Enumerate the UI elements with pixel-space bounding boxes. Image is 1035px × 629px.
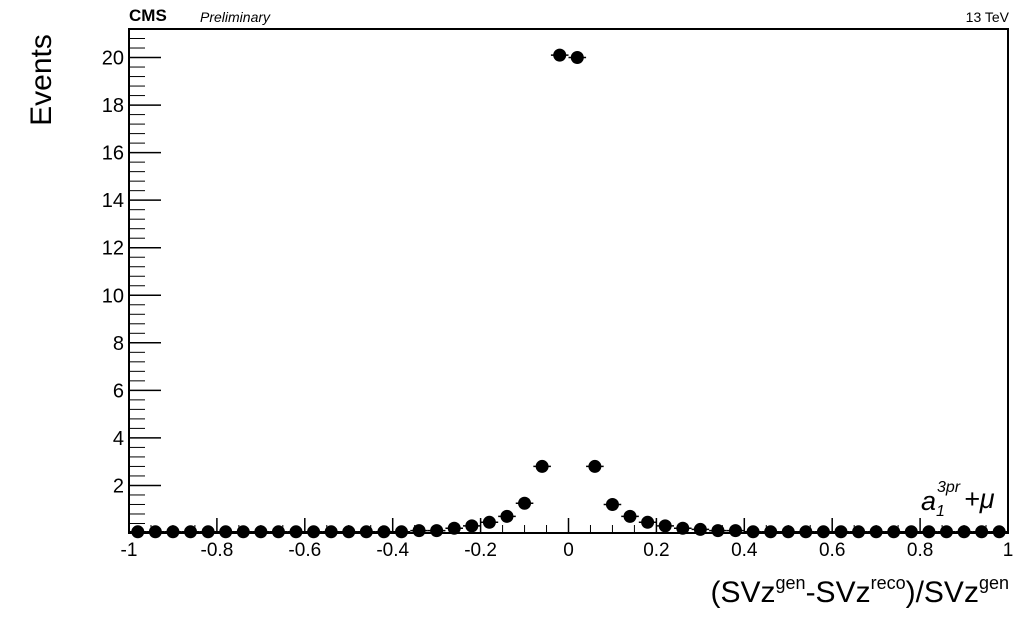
plot-frame bbox=[128, 28, 1009, 534]
data-point bbox=[518, 496, 532, 510]
data-point bbox=[570, 51, 584, 65]
x-tick-label: 0.8 bbox=[907, 540, 933, 561]
x-tick-label: 0.2 bbox=[643, 540, 669, 561]
x-axis-title-part: (SVz bbox=[711, 576, 776, 609]
data-point bbox=[887, 525, 901, 539]
x-tick-label: -0.2 bbox=[464, 540, 497, 561]
data-point bbox=[324, 525, 338, 539]
axis-ticks: -1 -0.8 -0.6 -0.4 -0.2 0 0.2 0.4 0.6 0.8 124681012… bbox=[102, 38, 1014, 561]
y-tick-label: 20 bbox=[102, 48, 124, 70]
data-point bbox=[394, 525, 408, 539]
data-point bbox=[729, 524, 743, 538]
data-point bbox=[588, 459, 602, 473]
data-point bbox=[430, 524, 444, 538]
data-point bbox=[623, 509, 637, 523]
data-point bbox=[922, 525, 936, 539]
data-point bbox=[834, 525, 848, 539]
x-tick-label: 0.4 bbox=[731, 540, 758, 561]
energy-label: 13 TeV bbox=[966, 9, 1010, 25]
data-point bbox=[166, 525, 180, 539]
data-point bbox=[799, 525, 813, 539]
y-tick-label: 14 bbox=[102, 190, 124, 212]
data-point bbox=[957, 525, 971, 539]
data-point bbox=[342, 525, 356, 539]
y-axis-title: Events bbox=[25, 34, 58, 126]
x-tick-label: -0.4 bbox=[376, 540, 409, 561]
data-point bbox=[465, 519, 479, 533]
annotation-suffix: +μ bbox=[964, 484, 995, 514]
data-point bbox=[289, 525, 303, 539]
data-point bbox=[131, 525, 145, 539]
data-point bbox=[412, 524, 426, 538]
annotation-superscript: 3pr bbox=[937, 479, 961, 496]
y-tick-label: 8 bbox=[113, 333, 124, 355]
data-point bbox=[869, 525, 883, 539]
x-tick-label: -0.6 bbox=[288, 540, 321, 561]
annotation-subscript: 1 bbox=[936, 503, 945, 520]
data-point bbox=[816, 525, 830, 539]
data-point bbox=[676, 521, 690, 535]
data-point bbox=[482, 515, 496, 529]
data-point bbox=[605, 497, 619, 511]
x-axis-title-superscript: gen bbox=[776, 573, 806, 593]
x-tick-label: -0.8 bbox=[201, 540, 234, 561]
x-tick-label: 1 bbox=[1003, 540, 1014, 561]
x-axis-title-superscript: reco bbox=[871, 573, 906, 593]
data-point bbox=[658, 519, 672, 533]
data-point bbox=[447, 521, 461, 535]
x-tick-label: 0 bbox=[563, 540, 574, 561]
x-tick-label: 0.6 bbox=[819, 540, 845, 561]
data-point bbox=[500, 509, 514, 523]
data-point bbox=[254, 525, 268, 539]
y-tick-label: 10 bbox=[102, 285, 124, 307]
data-point bbox=[307, 525, 321, 539]
data-point bbox=[852, 525, 866, 539]
y-tick-label: 18 bbox=[102, 95, 124, 117]
data-point bbox=[553, 48, 567, 62]
data-point bbox=[904, 525, 918, 539]
data-point bbox=[201, 525, 215, 539]
data-point bbox=[939, 525, 953, 539]
data-point bbox=[992, 525, 1006, 539]
data-point bbox=[746, 525, 760, 539]
y-tick-label: 4 bbox=[113, 428, 124, 450]
experiment-label: CMS bbox=[129, 6, 167, 25]
y-tick-label: 16 bbox=[102, 143, 124, 165]
data-point bbox=[781, 525, 795, 539]
x-axis-title-part: -SVz bbox=[806, 576, 871, 609]
data-point bbox=[219, 525, 233, 539]
y-tick-label: 6 bbox=[113, 380, 124, 402]
y-tick-label: 12 bbox=[102, 238, 124, 260]
x-axis-title-superscript: gen bbox=[979, 573, 1009, 593]
x-axis-title: (SVzgen-SVzreco)/SVzgen bbox=[711, 573, 1010, 609]
status-label: Preliminary bbox=[200, 9, 271, 25]
data-point bbox=[641, 515, 655, 529]
data-point bbox=[711, 524, 725, 538]
data-point bbox=[975, 525, 989, 539]
annotation-base: a bbox=[921, 486, 936, 516]
data-point bbox=[535, 459, 549, 473]
data-point bbox=[377, 525, 391, 539]
y-tick-label: 2 bbox=[113, 475, 124, 497]
process-annotation: a 3pr 1 +μ bbox=[921, 479, 995, 520]
data-point bbox=[236, 525, 250, 539]
data-point bbox=[184, 525, 198, 539]
data-point bbox=[359, 525, 373, 539]
data-point bbox=[271, 525, 285, 539]
data-point bbox=[148, 525, 162, 539]
x-tick-label: -1 bbox=[121, 540, 138, 561]
x-axis-title-part: )/SVz bbox=[906, 576, 979, 609]
data-point bbox=[764, 525, 778, 539]
